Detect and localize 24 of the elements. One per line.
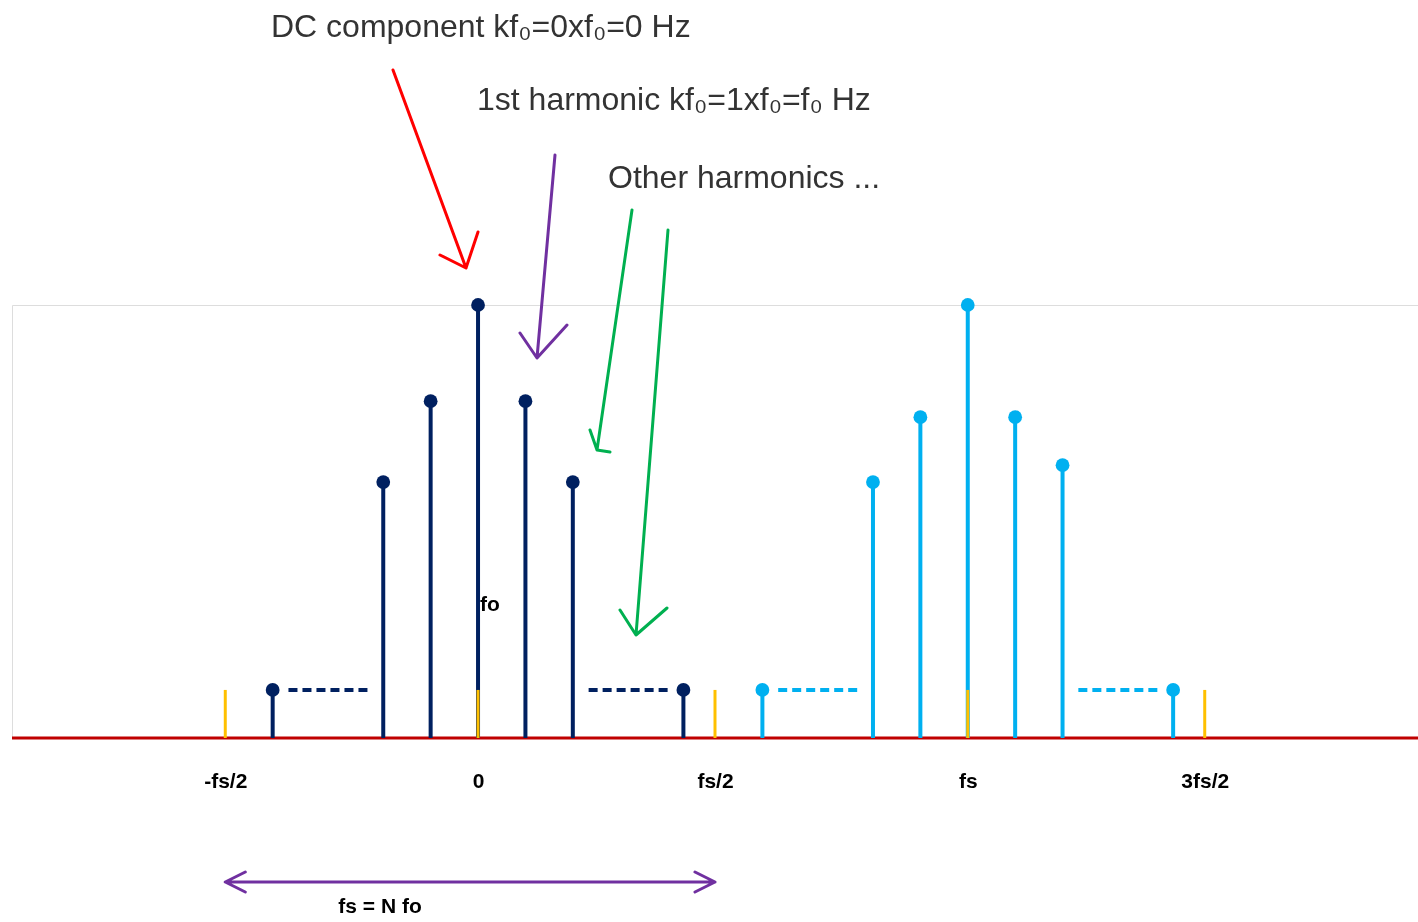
x-tick-label: fs/2 [697, 768, 734, 792]
point [565, 475, 580, 489]
point [265, 683, 280, 697]
x-tick-label: -fs/2 [204, 768, 248, 792]
x-tick-label: fs [958, 768, 978, 792]
point [866, 475, 880, 489]
text: 1st harmonic kf₀=1xf₀=f₀ Hz [477, 81, 871, 117]
point [376, 475, 391, 489]
point [471, 298, 485, 312]
point [676, 683, 691, 697]
text: Other harmonics ... [608, 159, 881, 195]
point [423, 394, 438, 408]
x-tick-label: 0 [472, 768, 485, 792]
point [960, 298, 975, 312]
text: fs = N fo [338, 894, 422, 917]
point [1166, 683, 1181, 697]
point [518, 394, 533, 408]
point [1055, 458, 1070, 473]
annotation: fo [480, 592, 500, 615]
text: DC component kf₀=0xf₀=0 Hz [271, 8, 691, 44]
point [1008, 410, 1023, 425]
x-tick-label: 3fs/2 [1181, 768, 1230, 792]
point [913, 410, 928, 425]
point [755, 683, 770, 697]
